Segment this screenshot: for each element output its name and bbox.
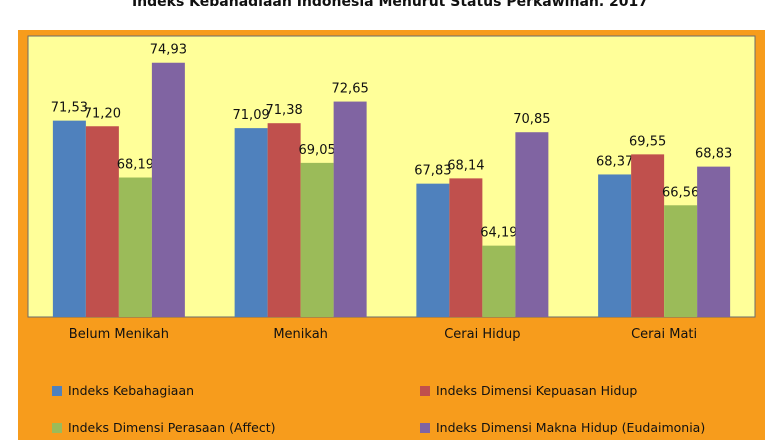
data-label-1-1: 71,53 — [51, 101, 88, 116]
bar-1-2 — [234, 128, 268, 317]
category-label-1: Belum Menikah — [69, 327, 169, 342]
bar-1-4 — [598, 174, 632, 317]
data-label-3-3: 64,19 — [480, 226, 517, 241]
bar-4-4 — [697, 166, 731, 317]
data-label-3-4: 66,56 — [662, 185, 699, 200]
legend-swatch-2 — [420, 386, 430, 396]
data-label-2-4: 69,55 — [629, 134, 666, 149]
data-label-4-1: 74,93 — [150, 43, 187, 58]
legend-label-3: Indeks Dimensi Perasaan (Affect) — [68, 420, 276, 435]
category-label-3: Cerai Hidup — [444, 327, 520, 342]
bar-4-2 — [333, 101, 367, 317]
legend-swatch-4 — [420, 423, 430, 433]
data-label-2-2: 71,38 — [266, 103, 303, 118]
chart-title: Indeks Kebahagiaan Indonesia Menurut Sta… — [131, 0, 649, 10]
bar-3-3 — [482, 245, 516, 317]
bar-2-3 — [449, 178, 483, 317]
legend-label-2: Indeks Dimensi Kepuasan Hidup — [436, 383, 637, 398]
data-label-3-1: 68,19 — [117, 158, 154, 173]
data-label-4-4: 68,83 — [695, 147, 732, 162]
legend-label-4: Indeks Dimensi Makna Hidup (Eudaimonia) — [436, 420, 705, 435]
data-label-2-1: 71,20 — [84, 106, 121, 121]
data-label-1-3: 67,83 — [414, 164, 451, 179]
data-label-1-4: 68,37 — [596, 154, 633, 169]
legend-swatch-3 — [52, 423, 62, 433]
bar-1-3 — [416, 183, 450, 317]
bar-3-2 — [300, 162, 334, 317]
bar-4-1 — [151, 62, 185, 317]
category-label-2: Menikah — [273, 327, 328, 342]
bar-2-2 — [267, 123, 301, 317]
bar-2-1 — [85, 126, 119, 317]
legend-label-1: Indeks Kebahagiaan — [68, 383, 194, 398]
data-label-2-3: 68,14 — [447, 158, 484, 173]
bar-3-1 — [118, 177, 152, 317]
bar-1-1 — [52, 120, 86, 317]
data-label-4-3: 70,85 — [513, 112, 550, 127]
category-label-4: Cerai Mati — [631, 327, 697, 342]
data-label-3-2: 69,05 — [299, 143, 336, 158]
data-label-1-2: 71,09 — [233, 108, 270, 123]
bar-2-4 — [631, 154, 665, 317]
data-label-4-2: 72,65 — [332, 82, 369, 97]
legend-swatch-1 — [52, 386, 62, 396]
bar-4-3 — [515, 132, 549, 317]
bar-3-4 — [664, 205, 698, 317]
